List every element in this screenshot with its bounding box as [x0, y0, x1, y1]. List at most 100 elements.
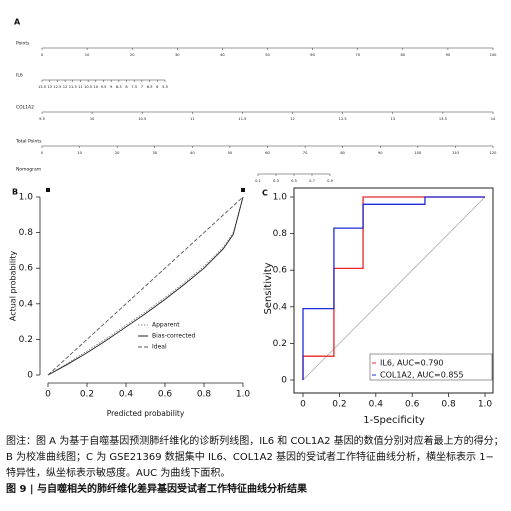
tick-label: 5.5 — [162, 85, 168, 89]
y-tick-label: 0.4 — [273, 302, 288, 312]
tick-label: 60 — [310, 53, 315, 57]
tick-label: 0.5 — [291, 179, 297, 183]
tick-label: 0.7 — [309, 179, 315, 183]
tick-label: 60 — [265, 151, 270, 155]
y-axis-label: Sensitivity — [263, 262, 274, 314]
rug-mark — [241, 188, 245, 192]
tick-label: 10 — [85, 53, 90, 57]
tick-label: 12.5 — [53, 85, 61, 89]
y-tick-label: 0.8 — [273, 229, 288, 239]
tick-label: 10 — [90, 117, 95, 121]
x-tick-label: 0.4 — [119, 390, 134, 400]
x-tick-label: 0 — [300, 400, 306, 410]
tick-label: 70 — [355, 53, 360, 57]
y-tick-label: 1.0 — [273, 193, 288, 203]
tick-label: 20 — [115, 151, 120, 155]
tick-label: 120 — [490, 151, 498, 155]
x-tick-label: 1.0 — [478, 400, 493, 410]
tick-label: 80 — [401, 53, 406, 57]
tick-label: 100 — [414, 151, 422, 155]
caption: 图注：图 A 为基于自噬基因预测肺纤维化的诊断列线图，IL6 和 COL1A2 … — [0, 432, 511, 498]
tick-label: 13.5 — [38, 85, 46, 89]
tick-label: 9.5 — [39, 117, 45, 121]
tick-label: 7.5 — [131, 85, 137, 89]
legend-label: Bias-corrected — [152, 333, 195, 340]
tick-label: 8 — [125, 85, 128, 89]
panel-letter: A — [14, 18, 21, 27]
tick-label: 100 — [490, 53, 498, 57]
tick-label: 13 — [390, 117, 395, 121]
tick-label: 30 — [175, 53, 180, 57]
tick-label: 6.5 — [147, 85, 153, 89]
x-tick-label: 0.8 — [441, 400, 456, 410]
tick-label: 90 — [378, 151, 383, 155]
tick-label: 11.5 — [69, 85, 77, 89]
tick-label: 70 — [303, 151, 308, 155]
tick-label: 14 — [491, 117, 496, 121]
y-tick-label: 0.2 — [19, 335, 33, 345]
tick-label: 90 — [446, 53, 451, 57]
legend-label: Ideal — [152, 344, 167, 351]
tick-label: 13.5 — [439, 117, 447, 121]
tick-label: 80 — [340, 151, 345, 155]
rug-mark — [46, 188, 50, 192]
y-tick-label: 0 — [27, 371, 33, 381]
caption-text: 图注：图 A 为基于自噬基因预测肺纤维化的诊断列线图，IL6 和 COL1A2 … — [6, 436, 504, 479]
tick-label: 10 — [94, 85, 99, 89]
row-label: Total Points — [15, 139, 42, 145]
tick-label: 0.1 — [255, 179, 261, 183]
panel-letter: B — [12, 188, 18, 197]
row-label: Nomogram — [16, 167, 41, 173]
tick-label: 0 — [41, 151, 44, 155]
plot-frame — [293, 187, 494, 394]
x-axis-label: Predicted probability — [107, 409, 185, 418]
tick-label: 10.5 — [138, 117, 146, 121]
series-line — [47, 196, 244, 376]
x-tick-label: 0.6 — [405, 400, 420, 410]
tick-label: 12 — [290, 117, 295, 121]
tick-label: 12 — [63, 85, 68, 89]
tick-label: 50 — [228, 151, 233, 155]
y-tick-label: 0.8 — [19, 228, 34, 238]
tick-label: 0.3 — [273, 179, 279, 183]
tick-label: 40 — [190, 151, 195, 155]
row-label: IL6 — [16, 73, 23, 79]
tick-label: 6 — [156, 85, 159, 89]
y-tick-label: 1.0 — [19, 193, 34, 203]
tick-label: 12.5 — [339, 117, 347, 121]
y-tick-label: 0.4 — [19, 299, 34, 309]
y-tick-label: 0.6 — [273, 266, 288, 276]
tick-label: 9 — [110, 85, 113, 89]
y-tick-label: 0.6 — [19, 264, 34, 274]
tick-label: 110 — [452, 151, 460, 155]
tick-label: 13 — [47, 85, 52, 89]
legend-label: Apparent — [152, 322, 180, 329]
row-label: COL1A2 — [16, 105, 34, 111]
tick-label: 8.5 — [116, 85, 122, 89]
y-tick-label: 0.2 — [273, 339, 287, 349]
x-tick-label: 0.2 — [332, 400, 346, 410]
series-line — [302, 196, 485, 380]
series-line — [47, 196, 244, 376]
tick-label: 50 — [265, 53, 270, 57]
x-tick-label: 0.6 — [158, 390, 173, 400]
x-tick-label: 0.2 — [80, 390, 94, 400]
tick-label: 9.5 — [101, 85, 107, 89]
panel-letter: C — [262, 189, 268, 198]
x-axis-label: 1-Specificity — [363, 415, 425, 426]
tick-label: 10.5 — [84, 85, 92, 89]
tick-label: 7 — [141, 85, 143, 89]
x-tick-label: 0.8 — [197, 390, 212, 400]
x-tick-label: 1.0 — [236, 390, 251, 400]
tick-label: 0.9 — [327, 179, 333, 183]
tick-label: 30 — [152, 151, 157, 155]
legend-label: COL1A2, AUC=0.855 — [380, 371, 464, 380]
tick-label: 40 — [220, 53, 225, 57]
tick-label: 20 — [130, 53, 135, 57]
y-tick-label: 0 — [281, 376, 287, 386]
caption-title: 图 9 | 与自噬相关的肺纤维化差异基因受试者工作特征曲线分析结果 — [6, 484, 308, 495]
legend-frame — [369, 353, 493, 381]
reference-line — [302, 196, 486, 381]
